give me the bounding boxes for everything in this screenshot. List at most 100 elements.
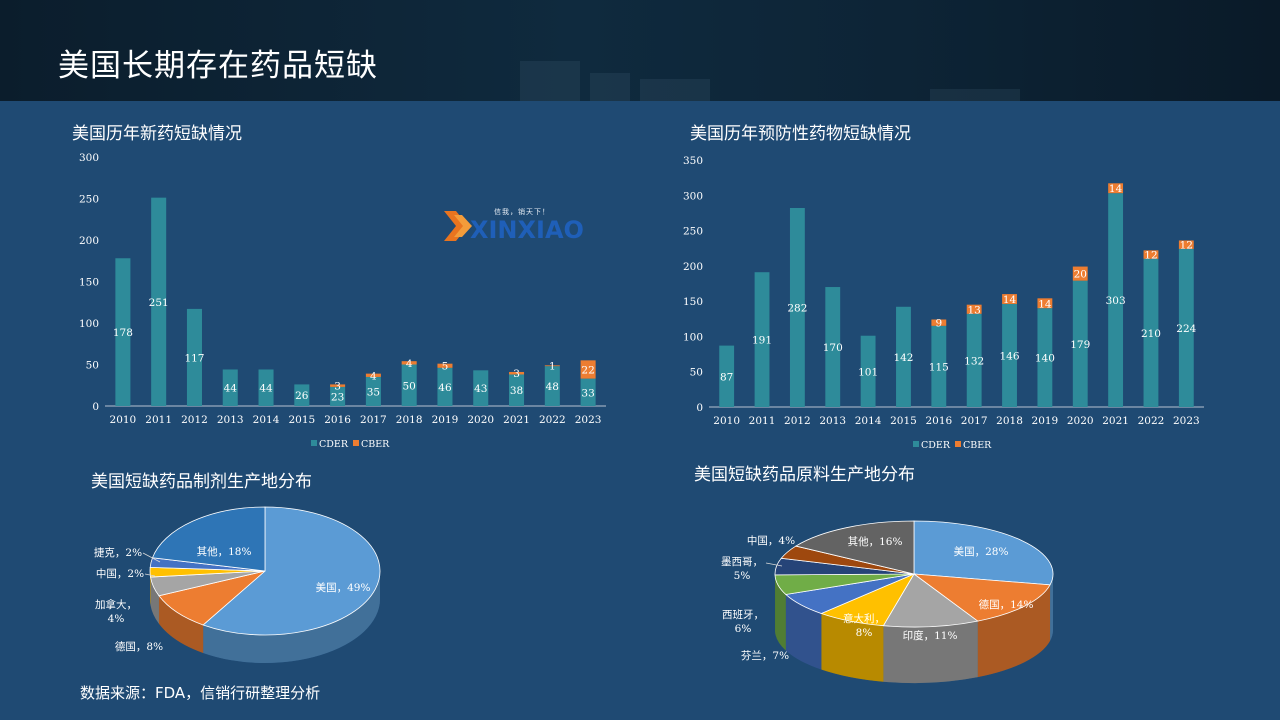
data-label-cder: 43 [474, 383, 487, 395]
x-tick-label: 2015 [288, 414, 315, 426]
bar-cber [544, 365, 560, 367]
pie-slice-side [785, 594, 822, 670]
x-tick-label: 2017 [360, 414, 387, 426]
bar-cder [437, 367, 453, 406]
bar-cder [151, 197, 167, 406]
bar-cber [931, 319, 947, 326]
bar-cber [365, 373, 381, 377]
data-label-cder: 26 [295, 390, 309, 402]
skyline-decoration [520, 61, 580, 101]
pie-leader-line [765, 562, 783, 567]
pie-slice-side-shade [775, 574, 786, 651]
pie-leader-line [142, 552, 161, 563]
bar-cber [509, 371, 525, 375]
data-label-cder: 38 [510, 385, 523, 397]
bar-cber [1037, 298, 1053, 309]
pie-slice-side-shade [785, 594, 822, 670]
pie-chart-formulation-origin: 美国，49% 德国，8% 加拿大， 4% 中国，2% 捷克，2% 其他，18% [94, 506, 381, 664]
pie-label: 墨西哥， [721, 556, 763, 568]
data-label-cber: 14 [1038, 298, 1052, 310]
data-label-cder: 33 [581, 387, 594, 399]
header-banner: 美国长期存在药品短缺 [0, 0, 1280, 101]
y-tick-label: 250 [683, 226, 703, 238]
data-label-cber: 3 [334, 381, 341, 393]
pie-slice [912, 573, 1051, 622]
data-label-cder: 115 [929, 361, 949, 373]
brand-logo: 信我，销天下！ XINXIAO [442, 206, 594, 246]
bar-cder [258, 369, 274, 406]
pie-label: 8% [856, 627, 873, 639]
y-tick-label: 300 [683, 190, 703, 202]
y-tick-label: 150 [79, 277, 99, 289]
data-label-cder: 142 [893, 352, 913, 364]
data-label-cder: 224 [1176, 323, 1196, 335]
chart-title: 美国短缺药品原料生产地分布 [694, 465, 915, 485]
y-tick-label: 0 [696, 402, 703, 414]
bar-cder [401, 364, 417, 406]
x-tick-label: 2018 [996, 415, 1023, 427]
pie-slice [882, 573, 979, 628]
bar-cder [580, 378, 596, 406]
bar-cder [825, 287, 841, 407]
bar-cber [580, 360, 596, 379]
data-label-cder: 251 [149, 297, 169, 309]
x-tick-label: 2014 [855, 415, 882, 427]
chart-title: 美国历年新药短缺情况 [72, 124, 242, 144]
data-label-cder: 170 [823, 342, 843, 354]
x-tick-label: 2020 [1067, 415, 1094, 427]
x-tick-label: 2019 [1032, 415, 1059, 427]
bar-cber [966, 304, 982, 314]
bar-cber [437, 363, 453, 368]
bar-cder [222, 369, 238, 406]
bar-cder [330, 386, 346, 406]
pie-label: 5% [734, 570, 751, 582]
pie-label: 意大利， [843, 612, 885, 625]
data-label-cber: 20 [1074, 269, 1087, 281]
bar-cder [473, 370, 489, 406]
bar-cder [509, 374, 525, 406]
bar-cder [1108, 193, 1124, 407]
pie-slice-side [158, 595, 204, 653]
page-title: 美国长期存在药品短缺 [58, 48, 378, 84]
bar-cder [1037, 308, 1053, 407]
chart-title: 美国历年预防性药物短缺情况 [690, 124, 911, 144]
y-tick-label: 100 [79, 318, 99, 330]
pie-label: 中国，2% [96, 567, 144, 580]
x-tick-label: 2010 [110, 414, 137, 426]
pie-label: 德国，14% [979, 598, 1034, 611]
pie-slice-side [150, 571, 151, 606]
bar-cber [1143, 250, 1159, 259]
data-label-cber: 5 [442, 361, 449, 373]
bar-cber [1108, 183, 1124, 194]
data-label-cder: 191 [752, 335, 772, 347]
data-label-cder: 87 [720, 371, 733, 383]
x-tick-label: 2020 [467, 414, 494, 426]
bar-cber [1002, 294, 1017, 304]
x-tick-label: 2016 [324, 414, 351, 426]
bar-cder [1002, 303, 1017, 407]
pie-slice [151, 506, 266, 572]
pie-slice-side [883, 621, 978, 683]
bar-cder [931, 325, 947, 407]
pie-label: 中国，4% [747, 534, 795, 547]
data-label-cder: 210 [1141, 328, 1161, 340]
x-tick-label: 2018 [396, 414, 423, 426]
data-label-cder: 132 [964, 355, 984, 367]
x-tick-label: 2015 [890, 415, 917, 427]
pie-slice-side-shade [821, 613, 884, 682]
x-tick-label: 2021 [503, 414, 530, 426]
data-label-cder: 117 [184, 352, 204, 364]
pie-slice [202, 506, 381, 636]
data-label-cber: 4 [406, 358, 413, 370]
bar-cder [294, 384, 310, 406]
skyline-decoration [640, 79, 710, 101]
logo-wordmark: XINXIAO [470, 216, 584, 244]
bar-cder [789, 207, 805, 407]
data-label-cder: 179 [1070, 339, 1090, 351]
data-label-cder: 48 [546, 381, 559, 393]
x-tick-label: 2013 [819, 415, 846, 427]
bar-chart-new-drugs: 0501001502002503001782010251201111720124… [79, 152, 606, 450]
data-label-cder: 46 [438, 382, 452, 394]
bar-cber [1178, 240, 1194, 249]
